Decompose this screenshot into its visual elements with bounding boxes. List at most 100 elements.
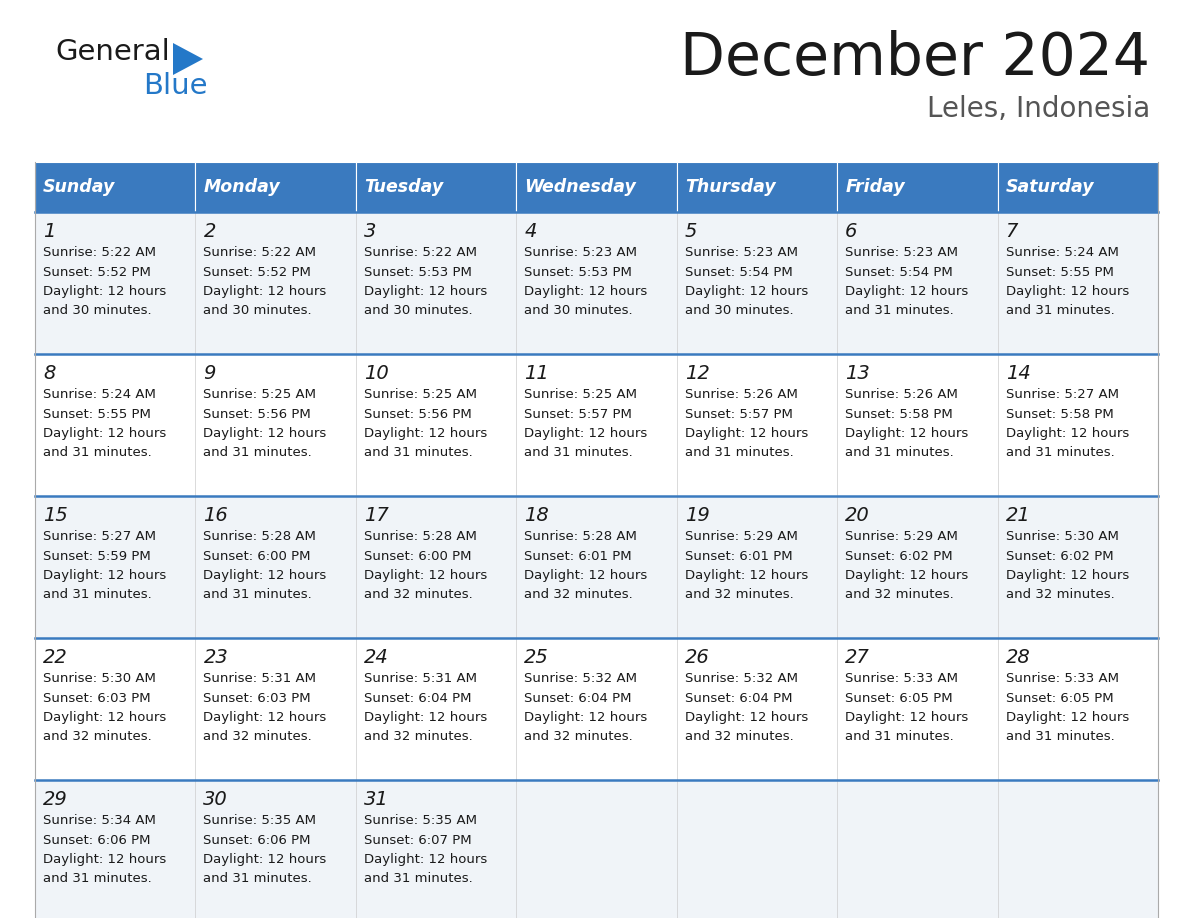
Text: Thursday: Thursday	[684, 178, 776, 196]
Text: Sunrise: 5:26 AM: Sunrise: 5:26 AM	[684, 388, 797, 401]
Text: Daylight: 12 hours: Daylight: 12 hours	[364, 711, 487, 724]
Text: 22: 22	[43, 648, 68, 667]
Text: Daylight: 12 hours: Daylight: 12 hours	[524, 711, 647, 724]
Text: 28: 28	[1005, 648, 1030, 667]
Bar	[677, 162, 838, 212]
Text: Sunset: 5:57 PM: Sunset: 5:57 PM	[524, 408, 632, 420]
Text: Sunrise: 5:28 AM: Sunrise: 5:28 AM	[524, 530, 637, 543]
Bar	[838, 638, 998, 780]
Text: and 31 minutes.: and 31 minutes.	[1005, 305, 1114, 318]
Text: Daylight: 12 hours: Daylight: 12 hours	[203, 285, 327, 298]
Bar	[998, 212, 1158, 354]
Text: Sunrise: 5:35 AM: Sunrise: 5:35 AM	[364, 814, 476, 827]
Text: and 32 minutes.: and 32 minutes.	[1005, 588, 1114, 601]
Bar	[34, 496, 196, 638]
Text: 7: 7	[1005, 222, 1018, 241]
Text: 8: 8	[43, 364, 56, 383]
Text: Sunset: 5:53 PM: Sunset: 5:53 PM	[524, 265, 632, 278]
Bar	[517, 780, 677, 918]
Text: and 31 minutes.: and 31 minutes.	[203, 872, 312, 886]
Bar	[356, 496, 517, 638]
Bar	[356, 162, 517, 212]
Text: 27: 27	[845, 648, 870, 667]
Text: Sunset: 6:07 PM: Sunset: 6:07 PM	[364, 834, 472, 846]
Text: Daylight: 12 hours: Daylight: 12 hours	[364, 569, 487, 582]
Bar	[196, 638, 356, 780]
Text: 9: 9	[203, 364, 216, 383]
Text: 30: 30	[203, 790, 228, 809]
Text: Daylight: 12 hours: Daylight: 12 hours	[524, 427, 647, 440]
Text: Sunrise: 5:26 AM: Sunrise: 5:26 AM	[845, 388, 958, 401]
Text: and 31 minutes.: and 31 minutes.	[1005, 446, 1114, 460]
Text: Sunrise: 5:33 AM: Sunrise: 5:33 AM	[1005, 672, 1119, 685]
Text: 24: 24	[364, 648, 388, 667]
Text: and 30 minutes.: and 30 minutes.	[524, 305, 633, 318]
Text: 1: 1	[43, 222, 56, 241]
Text: Sunrise: 5:22 AM: Sunrise: 5:22 AM	[43, 246, 156, 259]
Text: General: General	[55, 38, 170, 66]
Bar	[517, 496, 677, 638]
Text: Sunset: 5:56 PM: Sunset: 5:56 PM	[364, 408, 472, 420]
Text: Sunset: 5:52 PM: Sunset: 5:52 PM	[43, 265, 151, 278]
Text: Sunset: 6:02 PM: Sunset: 6:02 PM	[1005, 550, 1113, 563]
Text: Sunrise: 5:25 AM: Sunrise: 5:25 AM	[524, 388, 637, 401]
Text: Sunset: 6:05 PM: Sunset: 6:05 PM	[845, 691, 953, 704]
Bar	[998, 780, 1158, 918]
Text: Sunrise: 5:35 AM: Sunrise: 5:35 AM	[203, 814, 316, 827]
Bar	[998, 162, 1158, 212]
Text: Friday: Friday	[845, 178, 905, 196]
Text: Daylight: 12 hours: Daylight: 12 hours	[524, 285, 647, 298]
Bar	[34, 638, 196, 780]
Text: Sunset: 5:54 PM: Sunset: 5:54 PM	[845, 265, 953, 278]
Text: Sunrise: 5:32 AM: Sunrise: 5:32 AM	[524, 672, 637, 685]
Bar	[517, 162, 677, 212]
Text: Sunrise: 5:23 AM: Sunrise: 5:23 AM	[684, 246, 797, 259]
Text: Sunrise: 5:33 AM: Sunrise: 5:33 AM	[845, 672, 959, 685]
Text: and 32 minutes.: and 32 minutes.	[364, 588, 473, 601]
Text: 15: 15	[43, 506, 68, 525]
Text: Sunset: 5:56 PM: Sunset: 5:56 PM	[203, 408, 311, 420]
Text: Sunset: 6:04 PM: Sunset: 6:04 PM	[684, 691, 792, 704]
Text: Daylight: 12 hours: Daylight: 12 hours	[1005, 285, 1129, 298]
Text: Daylight: 12 hours: Daylight: 12 hours	[43, 569, 166, 582]
Text: Sunset: 6:06 PM: Sunset: 6:06 PM	[43, 834, 151, 846]
Text: 19: 19	[684, 506, 709, 525]
Text: Sunrise: 5:29 AM: Sunrise: 5:29 AM	[684, 530, 797, 543]
Text: 17: 17	[364, 506, 388, 525]
Text: Sunrise: 5:22 AM: Sunrise: 5:22 AM	[364, 246, 476, 259]
Text: Sunset: 5:58 PM: Sunset: 5:58 PM	[1005, 408, 1113, 420]
Text: Sunset: 6:02 PM: Sunset: 6:02 PM	[845, 550, 953, 563]
Text: Daylight: 12 hours: Daylight: 12 hours	[845, 285, 968, 298]
Text: Daylight: 12 hours: Daylight: 12 hours	[203, 427, 327, 440]
Bar	[838, 354, 998, 496]
Text: Daylight: 12 hours: Daylight: 12 hours	[203, 853, 327, 866]
Text: Sunrise: 5:30 AM: Sunrise: 5:30 AM	[1005, 530, 1118, 543]
Text: and 31 minutes.: and 31 minutes.	[203, 588, 312, 601]
Text: Sunset: 5:57 PM: Sunset: 5:57 PM	[684, 408, 792, 420]
Text: Leles, Indonesia: Leles, Indonesia	[927, 95, 1150, 123]
Text: and 31 minutes.: and 31 minutes.	[524, 446, 633, 460]
Text: 26: 26	[684, 648, 709, 667]
Text: Sunrise: 5:32 AM: Sunrise: 5:32 AM	[684, 672, 797, 685]
Text: Daylight: 12 hours: Daylight: 12 hours	[364, 853, 487, 866]
Text: Sunrise: 5:31 AM: Sunrise: 5:31 AM	[203, 672, 316, 685]
Text: Sunrise: 5:24 AM: Sunrise: 5:24 AM	[43, 388, 156, 401]
Text: and 32 minutes.: and 32 minutes.	[684, 588, 794, 601]
Text: 21: 21	[1005, 506, 1030, 525]
Bar	[34, 212, 196, 354]
Text: 14: 14	[1005, 364, 1030, 383]
Text: and 31 minutes.: and 31 minutes.	[43, 588, 152, 601]
Text: Sunrise: 5:24 AM: Sunrise: 5:24 AM	[1005, 246, 1118, 259]
Text: 23: 23	[203, 648, 228, 667]
Text: and 31 minutes.: and 31 minutes.	[684, 446, 794, 460]
Text: Sunset: 6:04 PM: Sunset: 6:04 PM	[524, 691, 632, 704]
Text: 31: 31	[364, 790, 388, 809]
Text: Daylight: 12 hours: Daylight: 12 hours	[845, 427, 968, 440]
Bar	[677, 496, 838, 638]
Text: 20: 20	[845, 506, 870, 525]
Text: and 31 minutes.: and 31 minutes.	[845, 305, 954, 318]
Text: 13: 13	[845, 364, 870, 383]
Text: Sunrise: 5:28 AM: Sunrise: 5:28 AM	[364, 530, 476, 543]
Bar	[34, 162, 196, 212]
Text: and 31 minutes.: and 31 minutes.	[1005, 731, 1114, 744]
